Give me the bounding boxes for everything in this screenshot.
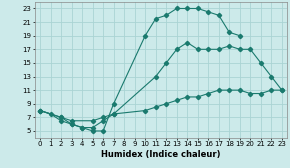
X-axis label: Humidex (Indice chaleur): Humidex (Indice chaleur) <box>101 150 221 159</box>
